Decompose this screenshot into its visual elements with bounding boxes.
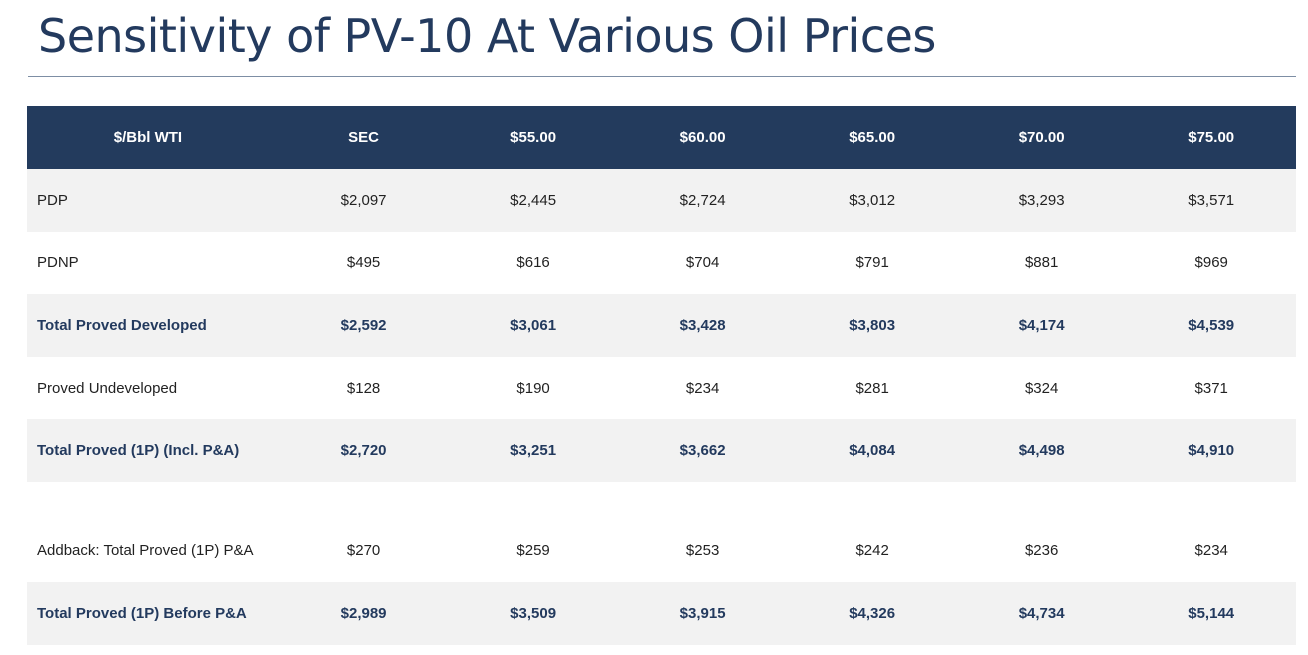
table-cell: $234 xyxy=(685,379,720,397)
table-row-pdnp: PDNP $495 $616 $704 $791 $881 $969 xyxy=(27,232,1296,295)
table-row-addback-pa: Addback: Total Proved (1P) P&A $270 $259… xyxy=(27,519,1296,582)
table-cell: $3,293 xyxy=(956,169,1127,232)
pv10-sensitivity-table: $/Bbl WTI SEC $55.00 $60.00 $65.00 $70.0… xyxy=(27,106,1296,645)
table-cell: $190 xyxy=(516,379,550,397)
row-label: PDP xyxy=(27,169,279,232)
table-cell: $2,445 xyxy=(448,169,618,232)
table-cell: $259 xyxy=(516,541,550,559)
row-label: Total Proved (1P) Before P&A xyxy=(27,581,279,645)
table-cell: $4,734 xyxy=(956,581,1127,645)
table-cell: $2,592 xyxy=(278,294,449,357)
table-cell: $969 xyxy=(1194,254,1228,272)
table-cell: $3,061 xyxy=(448,294,618,357)
table-cell: $371 xyxy=(1194,379,1228,397)
table-row-total-proved-before-pa: Total Proved (1P) Before P&A $2,989 $3,5… xyxy=(27,581,1296,645)
table-cell: $616 xyxy=(516,254,550,272)
table-cell: $5,144 xyxy=(1126,581,1296,645)
table-cell: $4,174 xyxy=(956,294,1127,357)
table-cell: $3,571 xyxy=(1126,169,1296,232)
row-label: Total Proved (1P) (Incl. P&A) xyxy=(27,419,279,482)
table-header-row: $/Bbl WTI SEC $55.00 $60.00 $65.00 $70.0… xyxy=(27,106,1296,169)
title-divider xyxy=(28,76,1296,77)
table-cell: $791 xyxy=(855,254,889,272)
table-cell: $236 xyxy=(1024,541,1059,559)
row-label: Total Proved Developed xyxy=(27,294,279,357)
table-cell: $3,662 xyxy=(617,419,788,482)
table-cell: $128 xyxy=(346,379,381,397)
table-cell: $3,428 xyxy=(617,294,788,357)
table-cell: $3,012 xyxy=(787,169,957,232)
column-header-sec: SEC xyxy=(278,106,449,169)
table-cell: $270 xyxy=(346,541,381,559)
table-cell: $242 xyxy=(855,541,889,559)
column-header-price-basis: $/Bbl WTI xyxy=(27,106,279,169)
table-cell: $3,251 xyxy=(448,419,618,482)
table-spacer-row xyxy=(27,481,1296,519)
table-cell: $4,910 xyxy=(1126,419,1296,482)
column-header-55: $55.00 xyxy=(448,106,618,169)
table-cell: $2,097 xyxy=(278,169,449,232)
table-row-proved-undeveloped: Proved Undeveloped $128 $190 $234 $281 $… xyxy=(27,357,1296,420)
row-label: PDNP xyxy=(37,254,79,272)
table-cell: $495 xyxy=(346,254,381,272)
table-cell: $234 xyxy=(1194,541,1228,559)
table-row-total-proved-developed: Total Proved Developed $2,592 $3,061 $3,… xyxy=(27,294,1296,357)
column-header-75: $75.00 xyxy=(1126,106,1296,169)
column-header-70: $70.00 xyxy=(956,106,1127,169)
table-cell: $881 xyxy=(1024,254,1059,272)
table-cell: $3,509 xyxy=(448,581,618,645)
table-cell: $704 xyxy=(685,254,720,272)
table-row-total-proved-incl-pa: Total Proved (1P) (Incl. P&A) $2,720 $3,… xyxy=(27,419,1296,482)
column-header-65: $65.00 xyxy=(787,106,957,169)
table-cell: $4,326 xyxy=(787,581,957,645)
table-cell: $2,720 xyxy=(278,419,449,482)
table-cell: $324 xyxy=(1024,379,1059,397)
table-cell: $253 xyxy=(685,541,720,559)
table-cell: $4,498 xyxy=(956,419,1127,482)
spacer-cell xyxy=(27,481,1296,519)
table-cell: $3,803 xyxy=(787,294,957,357)
table-cell: $2,989 xyxy=(278,581,449,645)
table-cell: $281 xyxy=(855,379,889,397)
table-row-pdp: PDP $2,097 $2,445 $2,724 $3,012 $3,293 $… xyxy=(27,169,1296,232)
page-title: Sensitivity of PV-10 At Various Oil Pric… xyxy=(38,9,936,63)
table-cell: $4,539 xyxy=(1126,294,1296,357)
table-cell: $2,724 xyxy=(617,169,788,232)
row-label: Proved Undeveloped xyxy=(37,379,178,397)
column-header-60: $60.00 xyxy=(617,106,788,169)
table-cell: $4,084 xyxy=(787,419,957,482)
row-label: Addback: Total Proved (1P) P&A xyxy=(37,541,254,559)
table-cell: $3,915 xyxy=(617,581,788,645)
